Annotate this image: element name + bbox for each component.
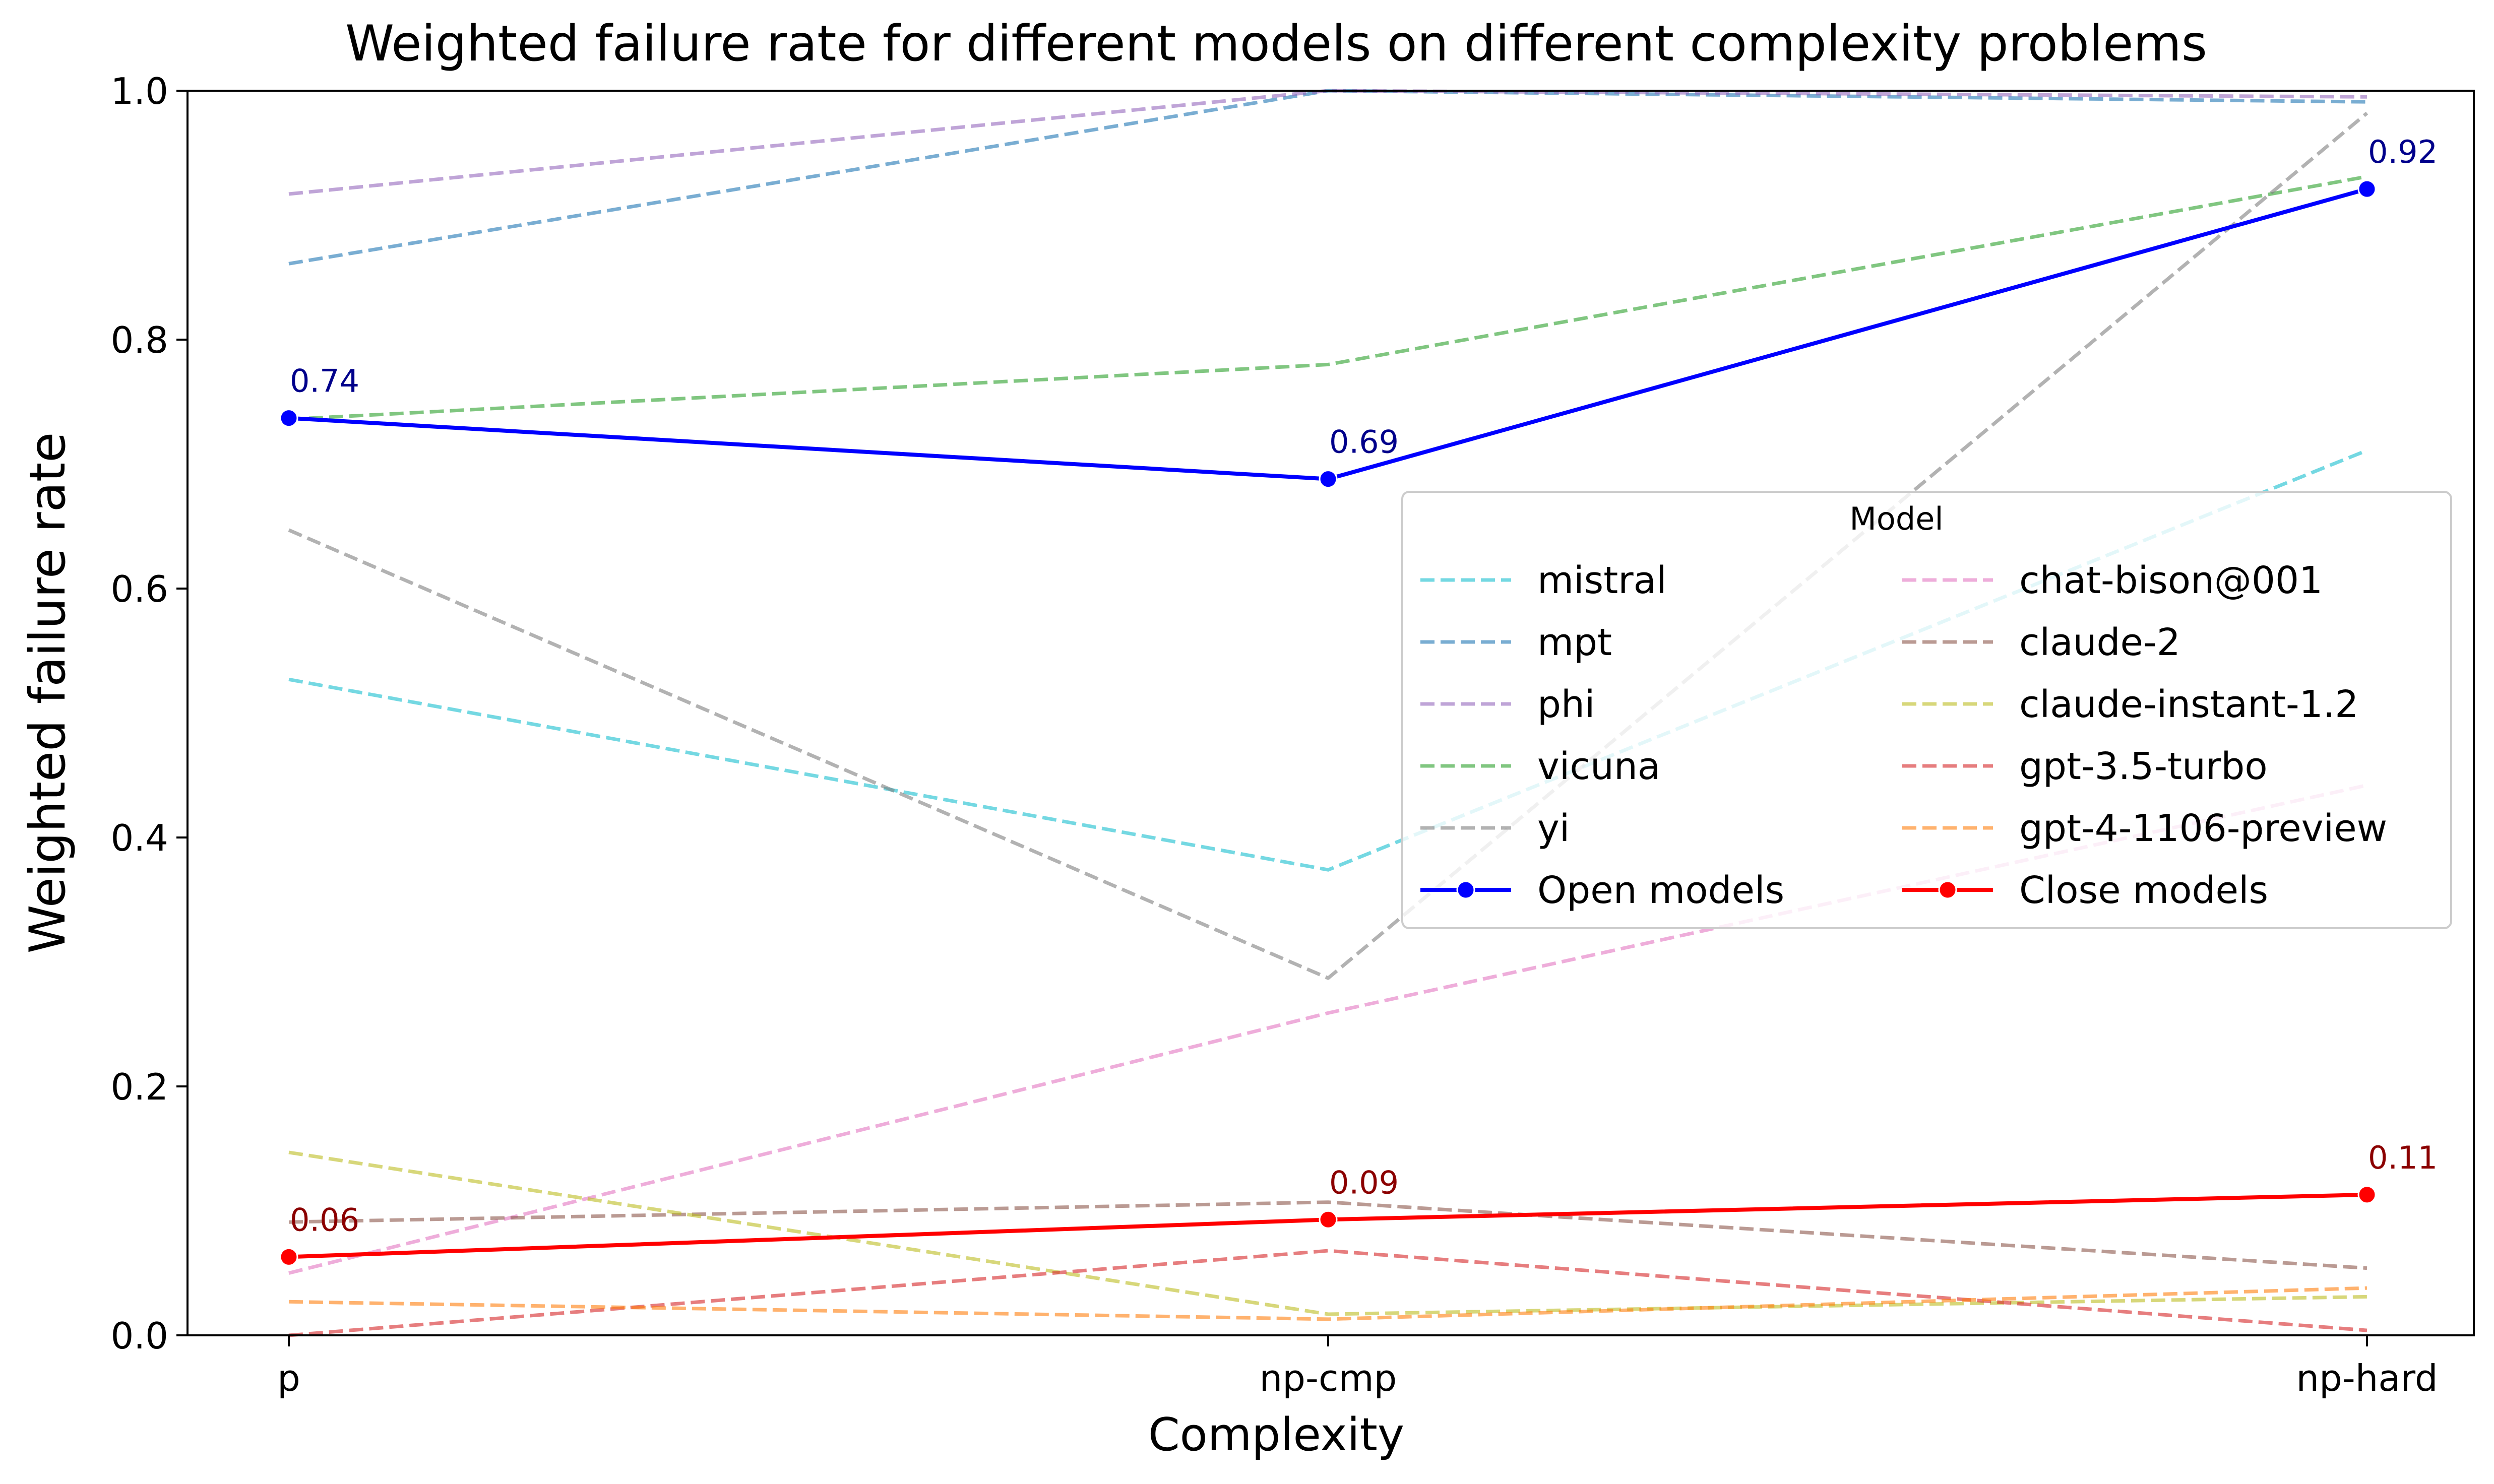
series-point-11-2 bbox=[2357, 1185, 2377, 1204]
legend-label-4: yi bbox=[1537, 807, 1570, 850]
legend-marker-11 bbox=[1938, 880, 1957, 899]
x-axis-label: Complexity bbox=[1148, 1408, 1404, 1461]
legend-label-9: gpt-3.5-turbo bbox=[2019, 745, 2268, 788]
legend-label-2: phi bbox=[1537, 683, 1595, 726]
series-point-5-0 bbox=[279, 409, 298, 428]
series-line-7 bbox=[288, 1200, 2367, 1270]
legend-label-7: claude-2 bbox=[2019, 621, 2180, 664]
series-line-2 bbox=[288, 89, 2367, 196]
legend-label-0: mistral bbox=[1537, 559, 1667, 602]
series-point-5-2 bbox=[2357, 179, 2377, 199]
y-tick-label-2: 0.4 bbox=[110, 817, 168, 859]
y-tick-label-3: 0.6 bbox=[110, 568, 168, 610]
legend-label-3: vicuna bbox=[1537, 745, 1660, 788]
series-point-11-0 bbox=[279, 1247, 298, 1266]
legend-title: Model bbox=[1849, 500, 1943, 537]
legend-label-10: gpt-4-1106-preview bbox=[2019, 807, 2387, 850]
data-label-5-2: 0.92 bbox=[2368, 134, 2438, 170]
x-tick-label-1: np-cmp bbox=[1260, 1357, 1397, 1399]
legend-box bbox=[1401, 491, 2452, 929]
series-line-3 bbox=[288, 174, 2367, 421]
series-line-10 bbox=[288, 1286, 2367, 1321]
axes: 0.0 0.2 0.4 0.6 0.8 1.0 p np-cmp np-hard bbox=[110, 70, 2475, 1399]
y-tick-label-0: 0.0 bbox=[110, 1315, 168, 1357]
legend-label-6: chat-bison@001 bbox=[2019, 559, 2323, 602]
data-label-11-2: 0.11 bbox=[2368, 1139, 2438, 1176]
chart-title: Weighted failure rate for different mode… bbox=[345, 15, 2207, 73]
data-label-5-1: 0.69 bbox=[1329, 424, 1399, 461]
legend-label-5: Open models bbox=[1537, 869, 1784, 912]
legend-marker-5 bbox=[1456, 880, 1475, 899]
legend: Model mistral mpt phi vicuna yi Open models cha… bbox=[1401, 491, 2452, 929]
data-label-11-1: 0.09 bbox=[1329, 1164, 1399, 1201]
plot-frame bbox=[186, 90, 2475, 1336]
x-tick-label-0: p bbox=[277, 1357, 300, 1399]
y-tick-label-4: 0.8 bbox=[110, 319, 168, 361]
legend-label-11: Close models bbox=[2019, 869, 2268, 912]
legend-label-1: mpt bbox=[1537, 621, 1612, 664]
series-point-5-1 bbox=[1319, 470, 1338, 489]
data-label-11-0: 0.06 bbox=[290, 1201, 359, 1238]
series-point-11-1 bbox=[1319, 1210, 1338, 1229]
legend-label-8: claude-instant-1.2 bbox=[2019, 683, 2358, 726]
series-line-4 bbox=[288, 111, 2368, 980]
y-tick-label-1: 0.2 bbox=[110, 1066, 168, 1108]
data-label-5-0: 0.74 bbox=[290, 363, 359, 400]
x-tick-label-2: np-hard bbox=[2296, 1357, 2438, 1399]
y-axis-label: Weighted failure rate bbox=[19, 432, 77, 954]
y-tick-label-5: 1.0 bbox=[110, 70, 168, 112]
